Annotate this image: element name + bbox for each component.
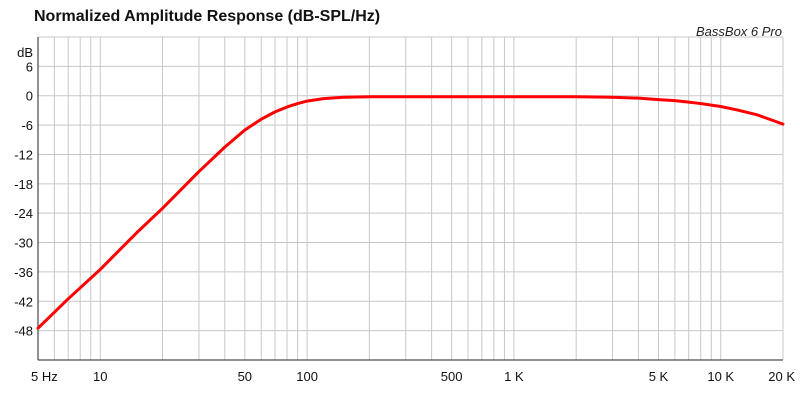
y-axis-label: dB: [17, 45, 33, 60]
y-tick-label: -42: [14, 294, 33, 309]
y-tick-label: 6: [26, 59, 33, 74]
x-tick-label: 1 K: [504, 369, 524, 384]
y-tick-label: -36: [14, 265, 33, 280]
y-tick-label: -30: [14, 236, 33, 251]
x-tick-label: 100: [296, 369, 318, 384]
y-tick-label: -18: [14, 177, 33, 192]
y-tick-label: 0: [26, 89, 33, 104]
y-tick-label: -24: [14, 206, 33, 221]
y-tick-label: -6: [21, 118, 33, 133]
vertical-grid: [37, 37, 784, 360]
y-tick-label: -12: [14, 147, 33, 162]
x-tick-label: 20 K: [768, 369, 795, 384]
x-tick-label: 500: [441, 369, 463, 384]
x-tick-label: 5 Hz: [31, 369, 58, 384]
x-tick-label: 10 K: [707, 369, 734, 384]
chart-brand-label: BassBox 6 Pro: [696, 24, 782, 39]
series-line: [36, 95, 785, 330]
y-tick-label: -48: [14, 324, 33, 339]
y-tick-labels: 6 0 -6 -12 -18 -24 -30 -36 -42 -48: [14, 59, 33, 338]
chart-title: Normalized Amplitude Response (dB-SPL/Hz…: [34, 8, 381, 25]
x-tick-label: 50: [238, 369, 252, 384]
x-tick-label: 10: [93, 369, 107, 384]
series-group: [36, 95, 785, 330]
x-tick-labels: 5 Hz 10 50 100 500 1 K 5 K 10 K 20 K: [31, 369, 795, 384]
plot-area: [38, 37, 783, 360]
x-tick-label: 5 K: [649, 369, 669, 384]
